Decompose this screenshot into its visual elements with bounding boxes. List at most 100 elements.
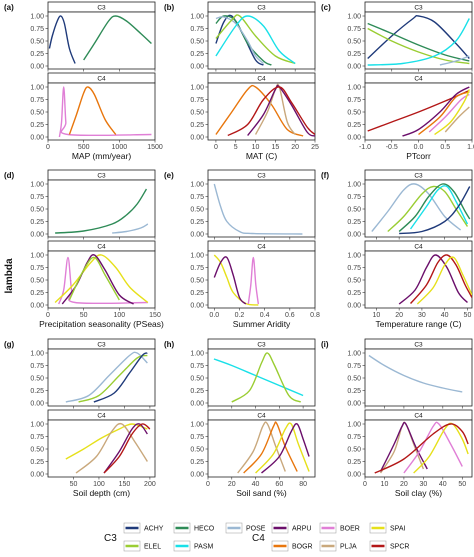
series-line-plja: [75, 422, 148, 474]
y-tick-label: 1.00: [30, 350, 44, 357]
y-axis-label: lambda: [4, 258, 15, 293]
y-tick-label: 0.25: [347, 290, 361, 297]
y-tick-label: 0.25: [347, 219, 361, 226]
series-line-boer: [247, 256, 260, 305]
x-tick-label: 150: [119, 481, 131, 488]
facet-strip-label: C3: [414, 5, 423, 12]
x-axis-label: PTcorr: [406, 151, 431, 161]
x-tick-label: 500: [78, 144, 90, 151]
panel-tag-d: (d): [4, 171, 15, 180]
x-axis-label: Temperature range (C): [376, 319, 462, 329]
x-tick-label: 0: [214, 144, 218, 151]
x-tick-label: 200: [144, 481, 156, 488]
legend-item-plja: PLJA: [319, 540, 357, 552]
facet-strip-label: C3: [257, 342, 266, 349]
series-line-achy: [367, 14, 470, 60]
y-tick-label: 0.75: [347, 265, 361, 272]
y-tick-label: 0.75: [30, 97, 44, 104]
facet-i-c3: C3 0.00 0.25 0.50 0.75 1.00: [347, 338, 473, 409]
y-tick-label: 0.25: [190, 219, 204, 226]
y-tick-label: 0.50: [347, 375, 361, 382]
series-line-pose: [371, 183, 462, 232]
y-tick-label: 0.75: [347, 26, 361, 33]
panel-h: (h) C3 0.00 0.25 0.50 0.75 1.00 C4 0.00 0.25 0.50 0…: [164, 338, 316, 498]
plot-area: [364, 179, 473, 238]
x-tick-label: 0.0: [414, 144, 424, 151]
plot-area: [207, 179, 316, 238]
y-tick-label: 1.00: [30, 13, 44, 20]
y-tick-label: 0.50: [190, 38, 204, 45]
y-tick-label: 0.25: [347, 388, 361, 395]
panels-layer: (a) C30.000.250.500.751.00C40.000.250.500…: [4, 1, 474, 498]
y-tick-label: 0.00: [190, 134, 204, 141]
y-tick-label: 0.50: [190, 375, 204, 382]
x-tick-label: 30: [418, 312, 426, 319]
y-tick-label: 1.00: [190, 13, 204, 20]
facet-e-c4: C4 0.00 0.25 0.50 0.75 1.00 0.0 0.2 0.4 0.6 0.8: [190, 240, 320, 319]
y-tick-label: 0.25: [190, 122, 204, 129]
x-tick-label: 0.2: [235, 312, 245, 319]
x-tick-label: 20: [395, 312, 403, 319]
legend-group-c4: C4: [252, 533, 265, 544]
legend: C3 C4 ACHY HECO POSE ELEL PASM ARPU BOER SPAI BOGR…: [104, 522, 409, 552]
series-line-spai: [213, 254, 259, 306]
facet-strip-label: C3: [414, 342, 423, 349]
plot-area: [364, 250, 473, 309]
legend-item-spcr: SPCR: [369, 540, 409, 552]
legend-label: HECO: [194, 526, 215, 533]
series-line-spcr: [374, 423, 469, 474]
panel-tag-b: (b): [164, 3, 175, 12]
x-tick-label: 10: [252, 144, 260, 151]
x-tick-label: 0: [363, 481, 367, 488]
facet-strip-label: C3: [97, 5, 106, 12]
legend-item-bogr: BOGR: [271, 540, 313, 552]
y-tick-label: 0.00: [347, 231, 361, 238]
legend-label: ARPU: [292, 526, 311, 533]
series-line-bogr: [68, 86, 117, 135]
legend-item-pasm: PASM: [173, 540, 213, 552]
x-tick-label: 5: [234, 144, 238, 151]
y-tick-label: 0.25: [30, 122, 44, 129]
series-line-pose: [112, 223, 149, 234]
y-tick-label: 0.00: [347, 302, 361, 309]
x-tick-label: 20: [400, 481, 408, 488]
y-tick-label: 0.50: [30, 277, 44, 284]
y-tick-label: 0.25: [30, 51, 44, 58]
y-tick-label: 0.25: [190, 459, 204, 466]
facet-strip-label: C4: [414, 244, 423, 251]
legend-label: PASM: [194, 544, 213, 551]
y-tick-label: 1.00: [190, 421, 204, 428]
x-tick-label: 0: [46, 312, 50, 319]
y-tick-label: 0.75: [190, 265, 204, 272]
series-line-pasm: [213, 358, 304, 397]
panel-a: (a) C3 0.00 0.25 0.50 0.75 1.00 C4 0.00 0.25 0.50 0…: [4, 1, 163, 161]
series-line-pose: [213, 183, 303, 235]
y-tick-label: 0.50: [30, 109, 44, 116]
panel-e: (e) C3 0.00 0.25 0.50 0.75 1.00 C4 0.00 0.25 0.50 0…: [164, 169, 320, 329]
facet-h-c3: C3 0.00 0.25 0.50 0.75 1.00: [190, 338, 316, 409]
series-line-heco: [367, 22, 470, 62]
facet-strip-label: C3: [97, 342, 106, 349]
plot-area: [207, 250, 316, 309]
y-tick-label: 0.00: [30, 302, 44, 309]
y-tick-label: 1.00: [190, 181, 204, 188]
x-axis-label: Summer Aridity: [233, 319, 291, 329]
panel-tag-e: (e): [164, 171, 174, 180]
series-line-arpu: [261, 423, 310, 474]
x-tick-label: -1.0: [359, 144, 371, 151]
y-tick-label: 0.00: [347, 400, 361, 407]
y-tick-label: 0.75: [347, 97, 361, 104]
series-line-pasm: [409, 185, 469, 230]
x-tick-label: -0.5: [386, 144, 398, 151]
y-tick-label: 0.50: [347, 38, 361, 45]
facet-b-c3: C3 0.00 0.25 0.50 0.75 1.00: [190, 1, 316, 72]
y-tick-label: 0.50: [190, 446, 204, 453]
x-tick-label: 60: [275, 481, 283, 488]
y-tick-label: 0.00: [347, 134, 361, 141]
panel-i: (i) C3 0.00 0.25 0.50 0.75 1.00 C4 0.00 0.25 0.50 0…: [321, 338, 473, 498]
y-tick-label: 1.00: [347, 181, 361, 188]
series-line-arpu: [213, 256, 247, 305]
y-tick-label: 0.00: [190, 400, 204, 407]
y-tick-label: 0.50: [347, 206, 361, 213]
facet-b-c4: C4 0.00 0.25 0.50 0.75 1.00 0 5 10 15 20 25: [190, 72, 319, 151]
